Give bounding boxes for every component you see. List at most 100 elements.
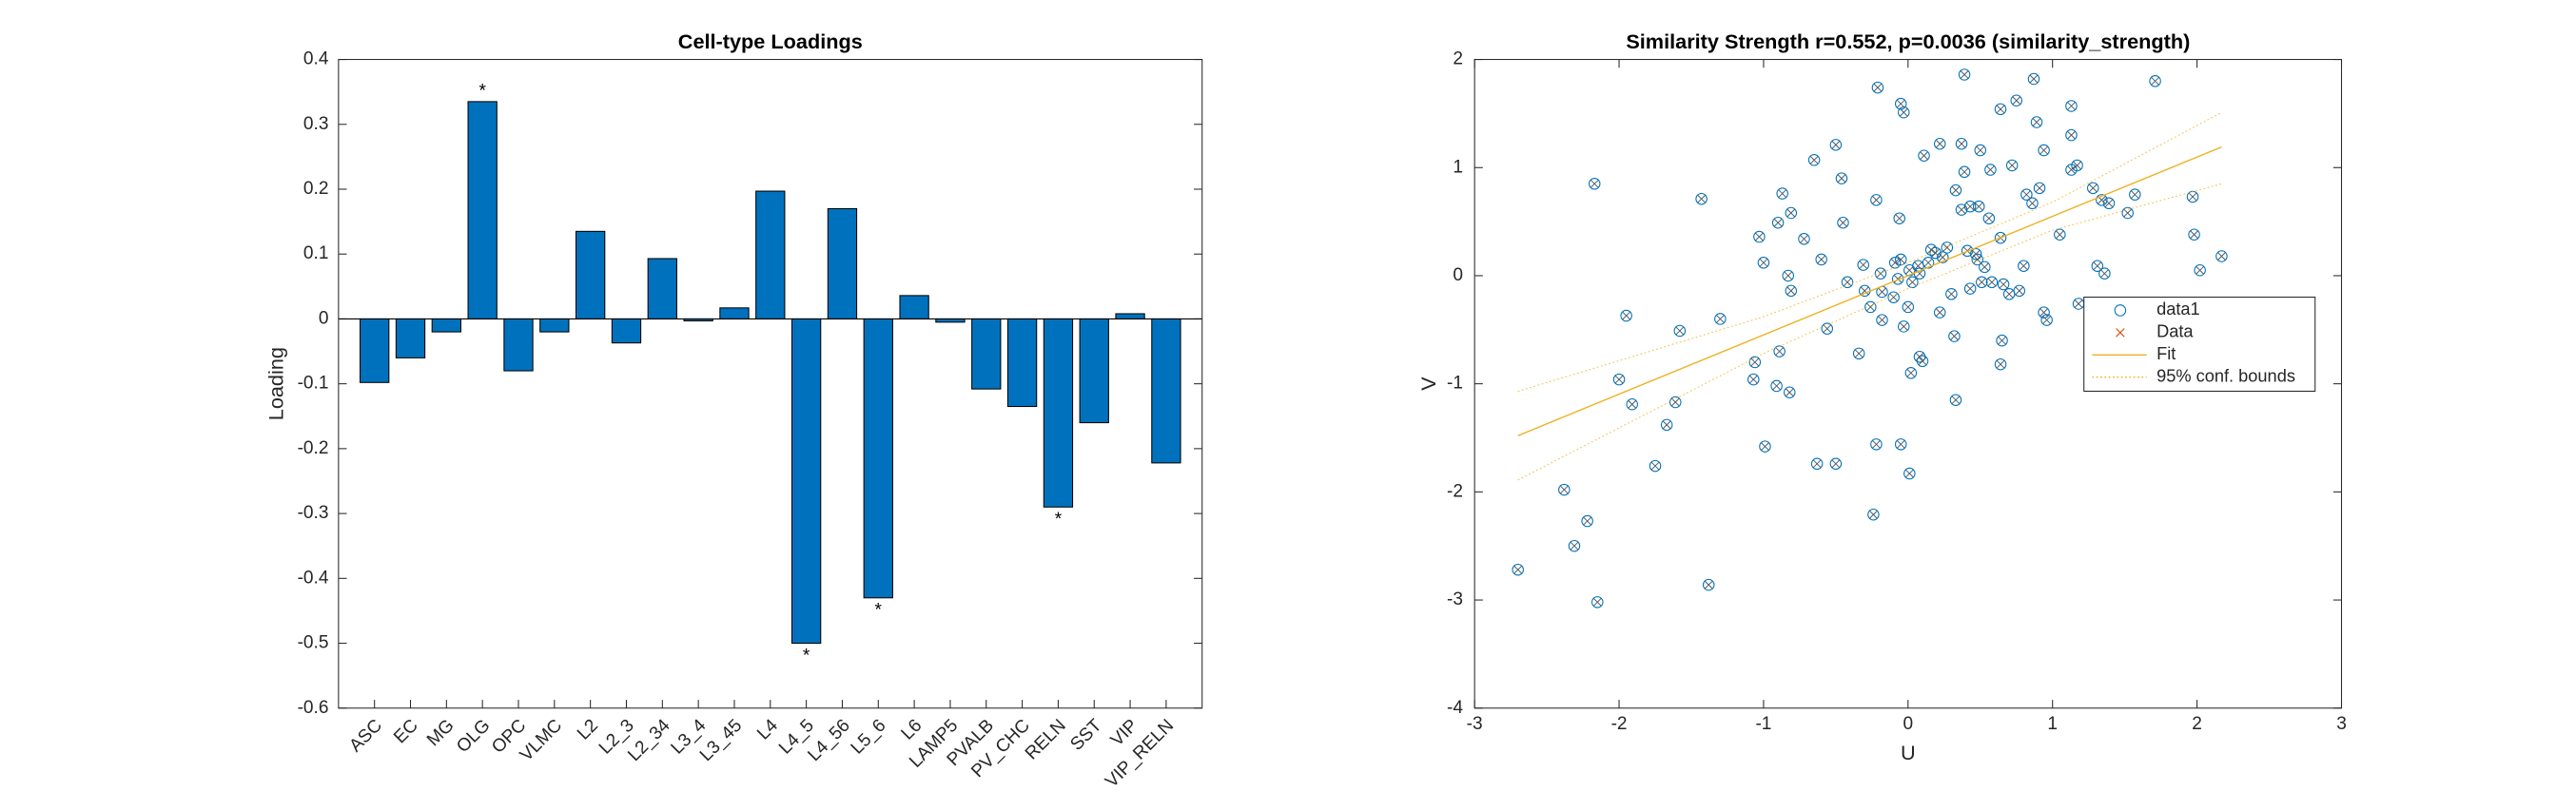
scatter-point — [1937, 251, 1949, 263]
scatter-cross — [1592, 598, 1602, 607]
y-tick-label: -2 — [1447, 481, 1463, 501]
scatter-point — [1891, 273, 1904, 285]
scatter-point — [2005, 159, 2019, 172]
scatter-cross — [1971, 249, 1981, 259]
scatter-point — [2038, 144, 2050, 157]
bar — [1006, 318, 1038, 408]
scatter-point — [1821, 322, 1834, 335]
scatter-cross — [1890, 258, 1900, 267]
y-tick-label: 0.4 — [303, 49, 329, 69]
scatter-point — [1753, 230, 1766, 243]
x-axis-label: U — [1901, 741, 1916, 764]
scatter-point — [1933, 306, 1946, 319]
x-tick-label: 1 — [2047, 714, 2058, 734]
scatter-cross — [1704, 580, 1713, 589]
scatter-cross — [2100, 269, 2109, 279]
scatter-cross — [1960, 167, 1969, 177]
x-tick-label: -2 — [1611, 714, 1628, 734]
scatter-point — [2030, 116, 2043, 128]
scatter-cross — [1980, 262, 1989, 272]
scatter-point — [1973, 200, 1985, 213]
scatter-cross — [1628, 399, 1637, 409]
y-tick-label: -4 — [1447, 698, 1463, 718]
scatter-point — [2071, 159, 2083, 172]
scatter-cross — [1984, 214, 1994, 223]
significance-marker: * — [803, 646, 810, 666]
scatter-cross — [1866, 302, 1875, 312]
scatter-point — [1782, 269, 1795, 282]
scatter-point — [1974, 144, 1987, 157]
scatter-point — [2010, 94, 2022, 107]
scatter-cross — [1761, 442, 1769, 451]
legend-box — [2083, 296, 2316, 392]
scatter-point — [1963, 282, 1977, 295]
scatter-point — [2026, 197, 2039, 210]
scatter-point — [2027, 72, 2040, 86]
scatter-cross — [1999, 280, 2008, 289]
scatter-point — [1771, 216, 1785, 229]
scatter-cross — [2067, 165, 2076, 174]
scatter-cross — [2073, 161, 2081, 170]
scatter-point — [1784, 386, 1796, 398]
scatter-point — [1757, 257, 1770, 269]
scatter-point — [1852, 347, 1865, 360]
scatter-cross — [1878, 287, 1886, 297]
y-tick-label: 0.3 — [303, 114, 329, 134]
scatter-point — [1924, 243, 1938, 256]
bar — [971, 318, 1002, 390]
scatter-cross — [1859, 261, 1868, 269]
scatter-point — [2038, 306, 2050, 319]
scatter-cross — [1786, 286, 1796, 296]
scatter-cross — [1977, 278, 1986, 287]
scatter-point — [1982, 212, 1996, 224]
axes-box — [338, 59, 1203, 709]
scatter-cross — [1786, 208, 1796, 218]
confidence-bound — [1517, 183, 2222, 481]
scatter-cross — [1785, 388, 1794, 397]
scatter-point — [1902, 300, 1915, 314]
scatter-cross — [1872, 196, 1881, 204]
scatter-point — [1785, 284, 1798, 298]
scatter-cross — [1899, 107, 1908, 117]
bar — [1115, 313, 1145, 319]
scatter-cross — [2035, 184, 2044, 193]
scatter-cross — [1873, 83, 1883, 92]
legend-label: data1 — [2156, 299, 2200, 319]
y-tick-label: -3 — [1447, 589, 1463, 609]
scatter-cross — [1800, 234, 1808, 243]
scatter-point — [1815, 253, 1827, 266]
scatter-point — [1941, 241, 1954, 254]
scatter-point — [1871, 81, 1884, 94]
scatter-point — [1620, 309, 1632, 322]
significance-marker: * — [1055, 510, 1063, 530]
scatter-cross — [1809, 155, 1819, 164]
scatter-point — [1568, 539, 1581, 552]
scatter-cross — [1935, 139, 1944, 148]
scatter-point — [1747, 373, 1760, 386]
scatter-point — [1958, 165, 1971, 179]
legend-symbol — [2114, 304, 2127, 317]
scatter-point — [1673, 324, 1687, 338]
scatter-point — [1807, 154, 1821, 166]
scatter-cross — [1878, 316, 1886, 324]
scatter-cross — [1869, 510, 1878, 519]
scatter-point — [1997, 278, 2010, 291]
scatter-cross — [1957, 139, 1966, 148]
y-tick-label: -0.6 — [298, 698, 329, 718]
scatter-cross — [1590, 179, 1599, 188]
scatter-point — [1979, 261, 1991, 274]
scatter-point — [1906, 276, 1919, 289]
y-tick-label: 0 — [1453, 265, 1463, 285]
scatter-point — [2013, 284, 2026, 298]
scatter-cross — [1662, 420, 1671, 430]
scatter-cross — [1650, 461, 1660, 471]
scatter-point — [1955, 137, 1968, 150]
scatter-point — [1984, 164, 1997, 176]
scatter-point — [1588, 178, 1601, 190]
scatter-cross — [2055, 230, 2064, 240]
scatter-point — [2091, 260, 2104, 272]
scatter-cross — [1895, 214, 1904, 223]
scatter-cross — [2130, 190, 2139, 200]
